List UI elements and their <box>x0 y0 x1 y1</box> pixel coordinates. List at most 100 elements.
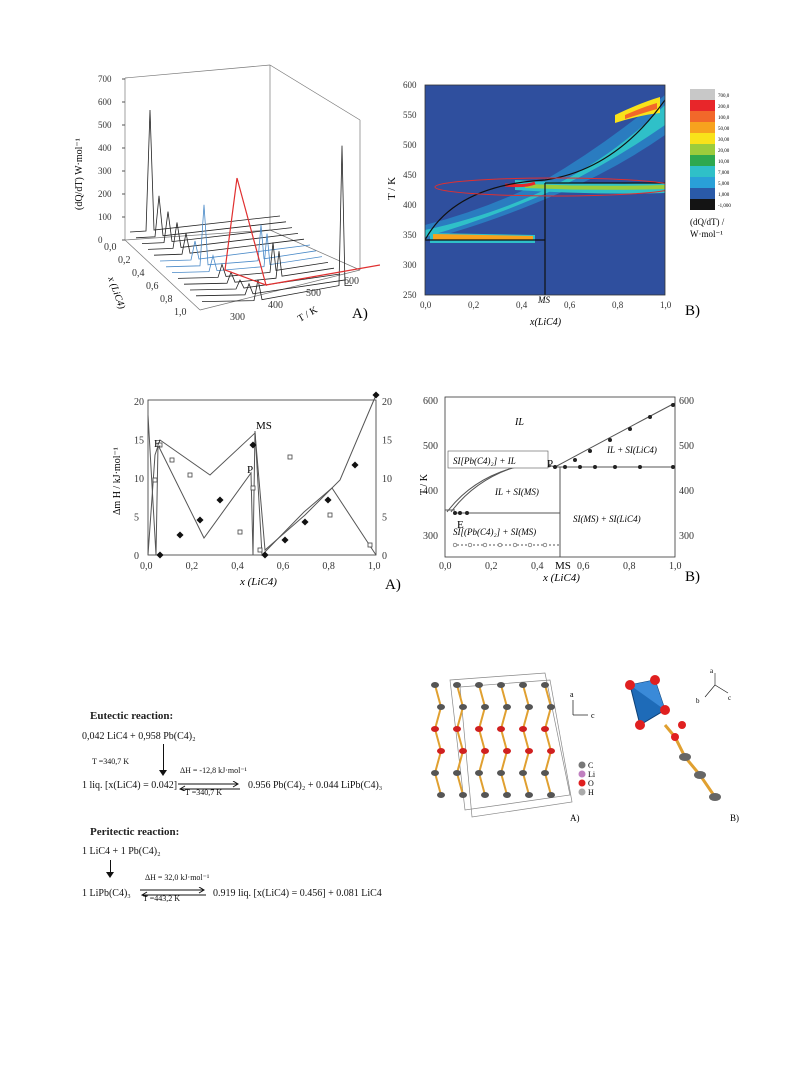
y2-tick-label: 500 <box>679 441 694 452</box>
atom <box>431 726 439 732</box>
filled-point <box>281 536 289 544</box>
y2-tick-label: 15 <box>382 436 392 447</box>
z-tick-label: 200 <box>98 189 112 199</box>
region-sims-silic4: SI(MS) + SI(LiC4) <box>573 514 641 524</box>
open-point <box>237 529 243 535</box>
atom <box>547 792 555 798</box>
y-tick-label: 10 <box>134 474 144 485</box>
dsc-curve <box>183 251 335 285</box>
z-tick-label: 500 <box>98 120 112 130</box>
data-point <box>588 449 592 453</box>
x-tick-label: 1,0 <box>669 561 682 572</box>
legend-atom <box>578 779 586 787</box>
molecule-chain <box>455 684 465 796</box>
colorbar-swatch <box>690 100 715 111</box>
x-tick-label: 0,4 <box>531 561 544 572</box>
figure-crystal: C Li O H a c a c b A) B) <box>410 665 800 835</box>
x-tick-label: 0,4 <box>516 300 528 310</box>
atom <box>453 682 461 688</box>
dsc-curve <box>135 195 287 239</box>
data-point <box>608 438 612 442</box>
molecule-chain <box>521 684 531 796</box>
data-point <box>458 511 462 515</box>
eu-temp2: T =340,7 K <box>185 788 223 797</box>
y2-tick-label: 0 <box>382 551 387 562</box>
filled-point <box>156 551 164 559</box>
x-tick-label: 1,0 <box>368 561 381 572</box>
data-point <box>573 458 577 462</box>
y-tick-label: 450 <box>403 170 417 180</box>
atom <box>437 792 445 798</box>
atom <box>431 682 439 688</box>
y-tick-label: 300 <box>403 260 417 270</box>
pe-reactants: 1 LiC4 + 1 Pb(C4)₂ <box>82 846 161 857</box>
data-point <box>593 465 597 469</box>
ms-label: MS <box>537 295 550 305</box>
x-tick-label: 0,2 <box>118 255 131 266</box>
eu-equilibrium-arrows <box>178 778 240 792</box>
atom <box>459 748 467 754</box>
data-point <box>628 427 632 431</box>
axis-c-b: c <box>728 694 731 702</box>
atom <box>519 682 527 688</box>
label-p: P <box>247 464 253 476</box>
colorbar-swatch <box>690 111 715 122</box>
colorbar-swatch <box>690 122 715 133</box>
contour-y-label: T / K <box>386 177 398 200</box>
data-point <box>553 465 557 469</box>
region-sipb-sims: SI[(Pb(C4)₂] + SI(MS) <box>453 527 536 537</box>
z-tick-label: 700 <box>98 74 112 84</box>
open-point <box>512 542 518 548</box>
open-point <box>497 542 503 548</box>
x-tick-label: 0,2 <box>485 561 498 572</box>
atom <box>481 792 489 798</box>
label-e: E <box>457 519 464 531</box>
legend-label: Li <box>588 770 596 779</box>
molecule-chain <box>499 684 509 796</box>
x-tick-label: 0,0 <box>140 561 153 572</box>
colorbar-unit: W·mol⁻¹ <box>690 229 723 239</box>
panel-b: B) <box>730 813 739 823</box>
panel-label: A) <box>385 577 401 593</box>
axis-c: c <box>591 711 595 720</box>
atom <box>497 726 505 732</box>
pe-dh: ΔH = 32,0 kJ·mol⁻¹ <box>145 873 210 882</box>
open-point <box>257 547 263 553</box>
x-tick-label: 0,2 <box>186 561 199 572</box>
data-point <box>671 465 675 469</box>
y2-tick-label: 20 <box>382 397 392 408</box>
x-tick-label: 0,6 <box>564 300 576 310</box>
atom <box>503 792 511 798</box>
atom <box>459 792 467 798</box>
panel-label: B) <box>685 569 700 585</box>
x-tick-label: 0,0 <box>420 300 432 310</box>
atom <box>475 726 483 732</box>
atom <box>525 748 533 754</box>
region-il-silic4: IL + SI(LiC4) <box>606 445 657 455</box>
atom <box>459 704 467 710</box>
data-point <box>563 465 567 469</box>
y-tick-label: 550 <box>403 110 417 120</box>
y-tick-label: 20 <box>134 397 144 408</box>
pe-equilibrium-arrows <box>140 884 206 898</box>
atom <box>503 704 511 710</box>
x-tick-label: 0,0 <box>439 561 452 572</box>
colorbar-swatch <box>690 133 715 144</box>
molecule-chain <box>477 684 487 796</box>
x-tick-label: 0,4 <box>231 561 244 572</box>
t-tick-label: 500 <box>306 288 321 299</box>
region-sipb-il: SI[Pb(C4)₂] + IL <box>453 456 516 466</box>
y2-tick-label: 300 <box>679 531 694 542</box>
x-tick-label: 0,6 <box>577 561 590 572</box>
data-point <box>613 465 617 469</box>
y2-tick-label: 400 <box>679 486 694 497</box>
axis-b: b <box>696 697 700 705</box>
colorbar-label: 7,000 <box>718 171 730 176</box>
legend-label: O <box>588 779 594 788</box>
pe-left: 1 LiPb(C4)₃ <box>82 888 131 899</box>
colorbar-label: 700,0 <box>718 94 730 99</box>
colorbar-label: -1,000 <box>718 204 731 209</box>
t-tick-label: 300 <box>230 312 245 323</box>
open-point <box>169 457 175 463</box>
data-point <box>453 511 457 515</box>
